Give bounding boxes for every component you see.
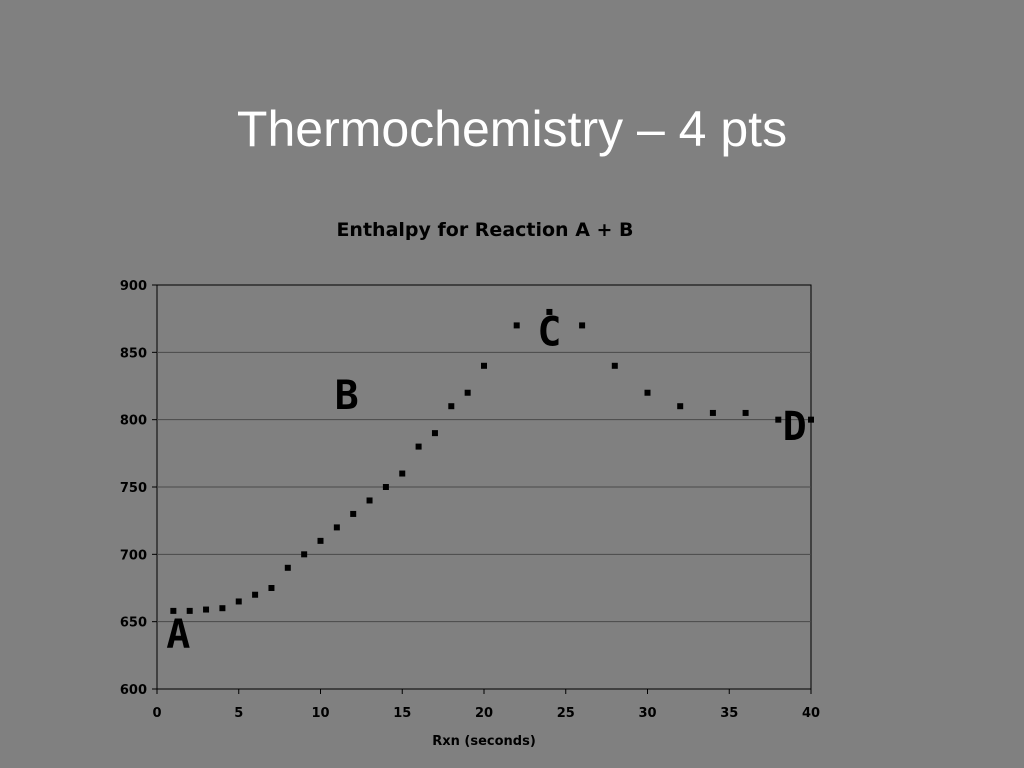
data-point [268,585,275,591]
x-tick-label: 20 [475,706,493,721]
gridlines [157,351,811,623]
data-points [170,308,814,614]
data-point [611,362,618,369]
data-point [644,389,651,396]
data-point [203,606,210,613]
data-point [252,591,259,598]
x-tick-label: 40 [802,706,820,721]
data-point [481,362,487,369]
data-point [742,409,749,416]
data-point [186,607,193,614]
data-point [448,403,455,410]
data-point [579,322,586,329]
y-tick-label: 900 [120,279,147,294]
data-point [399,470,406,477]
x-axis-title: Rxn (seconds) [432,734,536,749]
y-tick-label: 750 [120,481,147,496]
slide-title: Thermochemistry – 4 pts [236,101,788,157]
y-tick-label: 600 [120,683,147,698]
data-point [284,564,291,571]
data-point [350,510,357,517]
x-tick-label: 30 [638,706,656,721]
x-tick-label: 35 [720,706,738,721]
x-tick-label: 15 [393,706,411,721]
y-tick-label: 850 [120,346,147,361]
data-point [333,524,340,531]
data-point [235,598,242,605]
data-point [546,308,553,315]
data-point [775,416,782,423]
data-point [317,537,324,544]
data-point [808,416,814,423]
data-point [170,607,177,614]
data-point [464,389,471,396]
point-label-d: D [783,404,807,450]
point-label-c: C [537,310,561,356]
data-point [709,409,716,416]
point-labels: A B C D [166,310,806,658]
data-point [382,484,389,490]
y-tick-label: 650 [120,616,147,631]
data-point [366,497,373,504]
data-point [219,605,226,612]
data-point [301,551,308,558]
y-tick-label: 800 [120,414,147,429]
data-point [513,322,520,329]
x-tick-label: 10 [311,706,329,721]
chart-title: Enthalpy for Reaction A + B [336,219,634,241]
point-label-b: B [335,373,359,419]
x-tick-label: 25 [557,706,575,721]
x-tick-label: 0 [152,706,161,721]
data-point [415,443,422,450]
x-tick-label: 5 [234,706,243,721]
data-point [431,430,438,437]
data-point [677,403,684,410]
y-tick-label: 700 [120,548,147,563]
x-axis-ticks: 0 5 10 15 20 25 30 35 40 [152,689,820,721]
y-axis-ticks: 600 650 700 750 800 850 900 [120,279,157,698]
point-label-a: A [166,611,190,657]
